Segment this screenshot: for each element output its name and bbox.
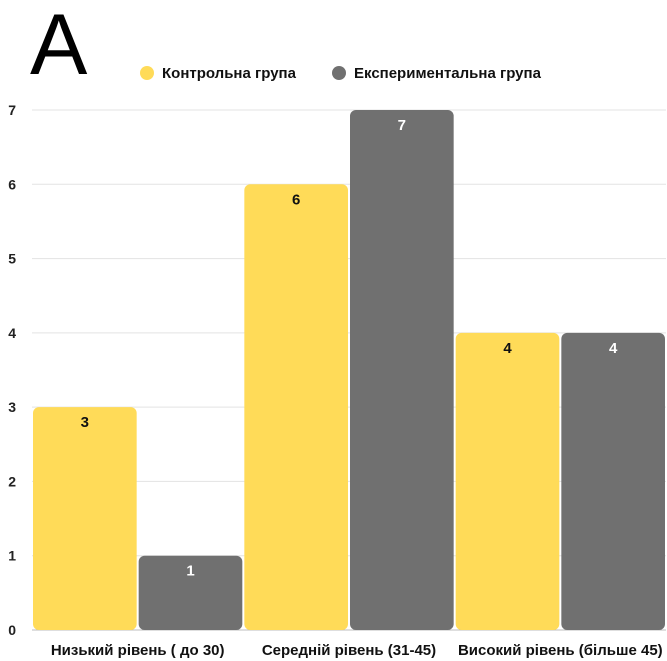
data-label: 4: [609, 340, 618, 357]
panel-label: A: [30, 0, 88, 93]
legend: Контрольна група Експериментальна група: [140, 65, 542, 82]
bars: [33, 110, 665, 631]
y-axis-ticks: 0 1 2 3 4 5 6 7: [8, 102, 16, 638]
bar: [244, 184, 348, 631]
legend-swatch: [332, 66, 346, 80]
y-tick-label: 7: [8, 102, 16, 118]
x-category-label: Низький рівень ( до 30): [51, 642, 225, 659]
y-tick-label: 3: [8, 399, 16, 415]
gridlines: [32, 109, 666, 631]
y-tick-label: 4: [8, 325, 16, 341]
legend-swatch: [140, 66, 154, 80]
x-category-label: Середній рівень (31-45): [262, 642, 436, 659]
data-label: 4: [503, 340, 512, 357]
category-labels: Низький рівень ( до 30) Середній рівень (…: [51, 642, 663, 659]
data-label: 7: [398, 117, 406, 134]
data-label: 3: [81, 414, 89, 431]
bar: [561, 332, 665, 630]
y-tick-label: 6: [8, 176, 16, 192]
bar: [455, 332, 560, 630]
y-tick-label: 5: [8, 251, 16, 267]
legend-label: Експериментальна група: [354, 65, 542, 82]
data-label: 6: [292, 191, 300, 208]
x-category-label: Високий рівень (більше 45): [458, 642, 663, 659]
bar: [138, 555, 243, 630]
bar: [33, 407, 137, 630]
bar: [350, 110, 454, 630]
data-label: 1: [186, 563, 194, 580]
y-tick-label: 1: [8, 548, 16, 564]
y-tick-label: 0: [8, 622, 16, 638]
data-labels: 3 1 6 7 4 4: [81, 117, 618, 580]
y-tick-label: 2: [8, 473, 16, 489]
legend-label: Контрольна група: [162, 65, 297, 82]
